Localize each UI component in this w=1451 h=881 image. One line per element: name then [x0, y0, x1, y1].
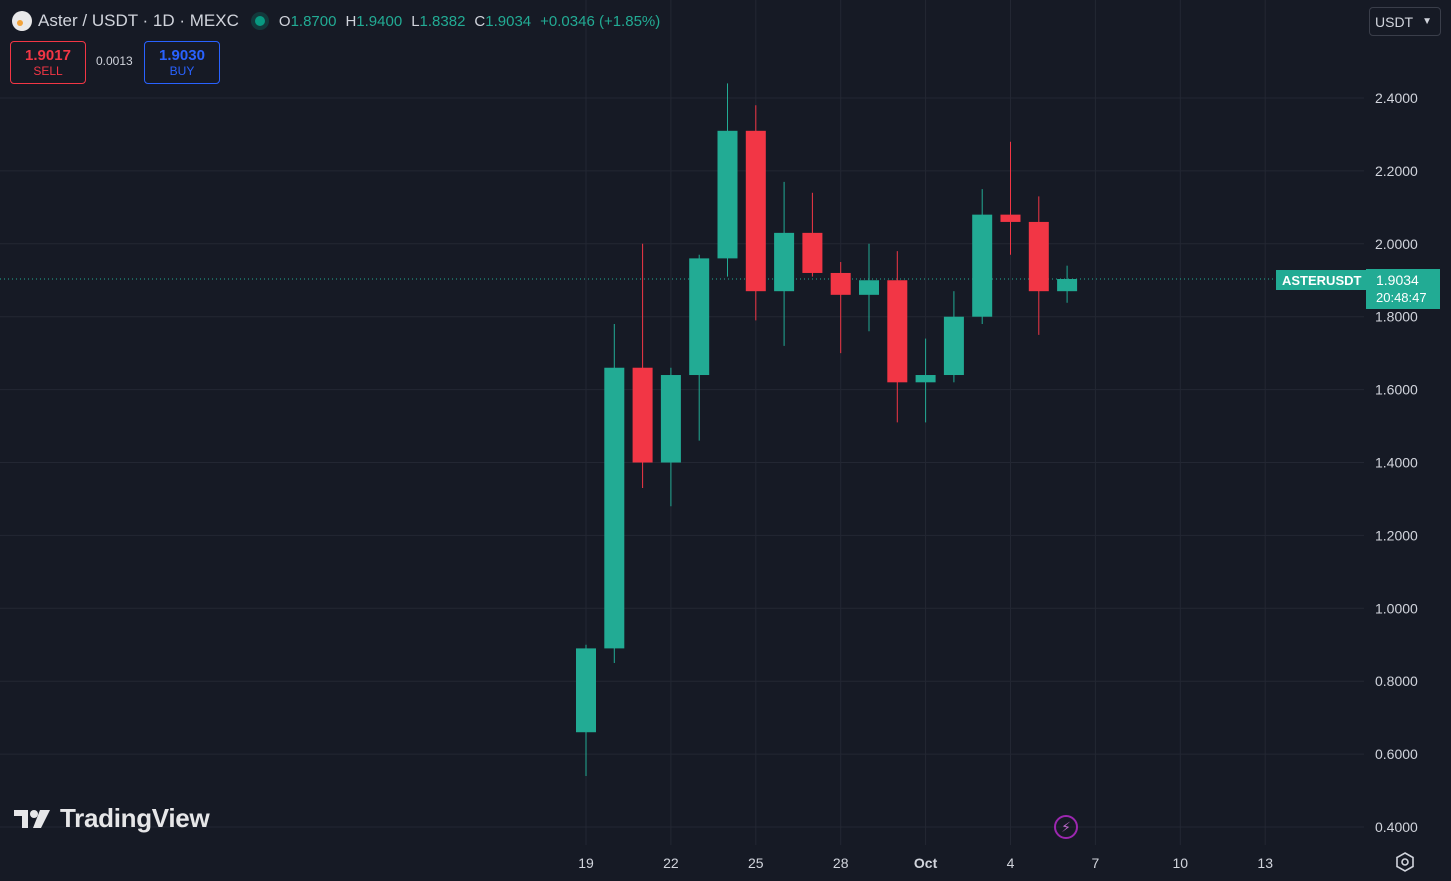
candle[interactable]	[943, 291, 964, 383]
price-tick-label: 1.4000	[1375, 455, 1418, 471]
high-value: 1.9400	[356, 12, 403, 30]
open-label: O	[278, 12, 291, 30]
price-tick-label: 1.0000	[1375, 600, 1418, 616]
candle-body	[660, 375, 681, 463]
candle-body	[1000, 214, 1021, 222]
tradingview-logo[interactable]: TradingView	[14, 803, 210, 834]
candle[interactable]	[774, 181, 795, 346]
time-tick-label: 10	[1173, 855, 1189, 871]
sell-label: SELL	[33, 63, 63, 78]
close-value: 1.9034	[485, 12, 532, 30]
horizontal-grid	[0, 97, 1364, 828]
candle-body	[774, 232, 795, 292]
candle-body	[1057, 279, 1078, 292]
time-tick-label: 7	[1092, 855, 1100, 871]
low-label: L	[411, 12, 420, 30]
candle[interactable]	[689, 254, 710, 441]
candle-body	[689, 258, 710, 376]
candle-body	[632, 367, 653, 463]
tradingview-logo-text: TradingView	[60, 803, 210, 833]
close-label: C	[474, 12, 486, 30]
market-open-status-icon	[254, 16, 265, 26]
vertical-grid	[585, 0, 1266, 845]
candle-body	[943, 316, 964, 376]
candle[interactable]	[1000, 141, 1021, 255]
candle[interactable]	[1028, 196, 1049, 335]
time-axis[interactable]: 19 22 25 28 Oct 4 7 10 13	[578, 855, 1273, 871]
price-tick-label: 1.2000	[1375, 527, 1418, 543]
candle[interactable]	[859, 243, 879, 332]
sell-price: 1.9017	[25, 46, 71, 64]
sell-button[interactable]: 1.9017 SELL	[10, 41, 86, 84]
price-axis[interactable]: 2.4000 2.2000 2.0000 1.8000 1.6000 1.4000 1.20…	[1375, 90, 1418, 835]
price-tick-label: 2.2000	[1375, 163, 1418, 179]
price-tick-label: 1.8000	[1375, 309, 1418, 325]
candle-body	[802, 232, 823, 273]
low-value: 1.8382	[419, 12, 466, 30]
buy-price: 1.9030	[159, 46, 205, 64]
ohlc-values: O1.8700 H1.9400 L1.8382 C1.9034 +0.0346 …	[279, 13, 660, 30]
currency-value: USDT	[1375, 13, 1414, 30]
candle-body	[859, 280, 879, 295]
bar-countdown: 20:48:47	[1376, 290, 1427, 305]
candle[interactable]	[660, 367, 681, 507]
time-tick-label: 25	[748, 855, 764, 871]
candle-body	[576, 648, 596, 733]
candle-body	[830, 272, 851, 295]
lightning-icon[interactable]: ⚡	[1054, 815, 1078, 839]
candle[interactable]	[830, 262, 851, 354]
last-price-tag: 1.9034 20:48:47	[1366, 269, 1440, 309]
candle[interactable]	[1057, 265, 1078, 303]
candle-body	[887, 280, 908, 383]
change-value: +0.0346 (+1.85%)	[540, 12, 661, 30]
time-tick-label: 28	[833, 855, 849, 871]
candles	[576, 83, 1078, 776]
candle-body	[717, 130, 738, 259]
buy-label: BUY	[169, 63, 195, 78]
time-tick-label: 13	[1257, 855, 1273, 871]
candle[interactable]	[802, 192, 823, 277]
candle-body	[915, 375, 936, 383]
symbol-price-label: ASTERUSDT	[1276, 270, 1368, 290]
candle[interactable]	[972, 189, 993, 324]
last-price-value: 1.9034	[1376, 272, 1419, 288]
time-tick-label: 22	[663, 855, 679, 871]
high-label: H	[345, 12, 357, 30]
spread-value: 0.0013	[96, 54, 133, 68]
candle-body	[604, 367, 625, 649]
time-tick-label: 4	[1007, 855, 1015, 871]
candle[interactable]	[887, 251, 908, 423]
candle[interactable]	[915, 338, 936, 423]
buy-button[interactable]: 1.9030 BUY	[144, 41, 220, 84]
symbol-header: Aster / USDT · 1D · MEXC O1.8700 H1.9400…	[12, 8, 660, 34]
settings-icon[interactable]	[1394, 851, 1416, 873]
candle-body	[745, 130, 766, 292]
candle[interactable]	[604, 323, 625, 663]
chevron-down-icon: ▼	[1422, 16, 1432, 27]
candle[interactable]	[717, 83, 738, 277]
open-value: 1.8700	[290, 12, 337, 30]
price-tick-label: 0.8000	[1375, 673, 1418, 689]
candle-body	[972, 214, 993, 317]
candle[interactable]	[632, 243, 653, 489]
price-tick-label: 2.4000	[1375, 90, 1418, 106]
candle-body	[1028, 221, 1049, 292]
aster-logo-icon	[12, 11, 32, 31]
price-tick-label: 1.6000	[1375, 382, 1418, 398]
price-tick-label: 0.6000	[1375, 746, 1418, 762]
symbol-title[interactable]: Aster / USDT · 1D · MEXC	[38, 11, 239, 30]
time-tick-label: 19	[578, 855, 594, 871]
candle[interactable]	[576, 644, 596, 776]
price-tick-label: 2.0000	[1375, 236, 1418, 252]
tradingview-mark-icon	[14, 809, 50, 828]
time-tick-label: Oct	[914, 855, 938, 871]
currency-selector[interactable]: USDT ▼	[1369, 7, 1441, 36]
price-tick-label: 0.4000	[1375, 819, 1418, 835]
candle[interactable]	[745, 105, 766, 321]
